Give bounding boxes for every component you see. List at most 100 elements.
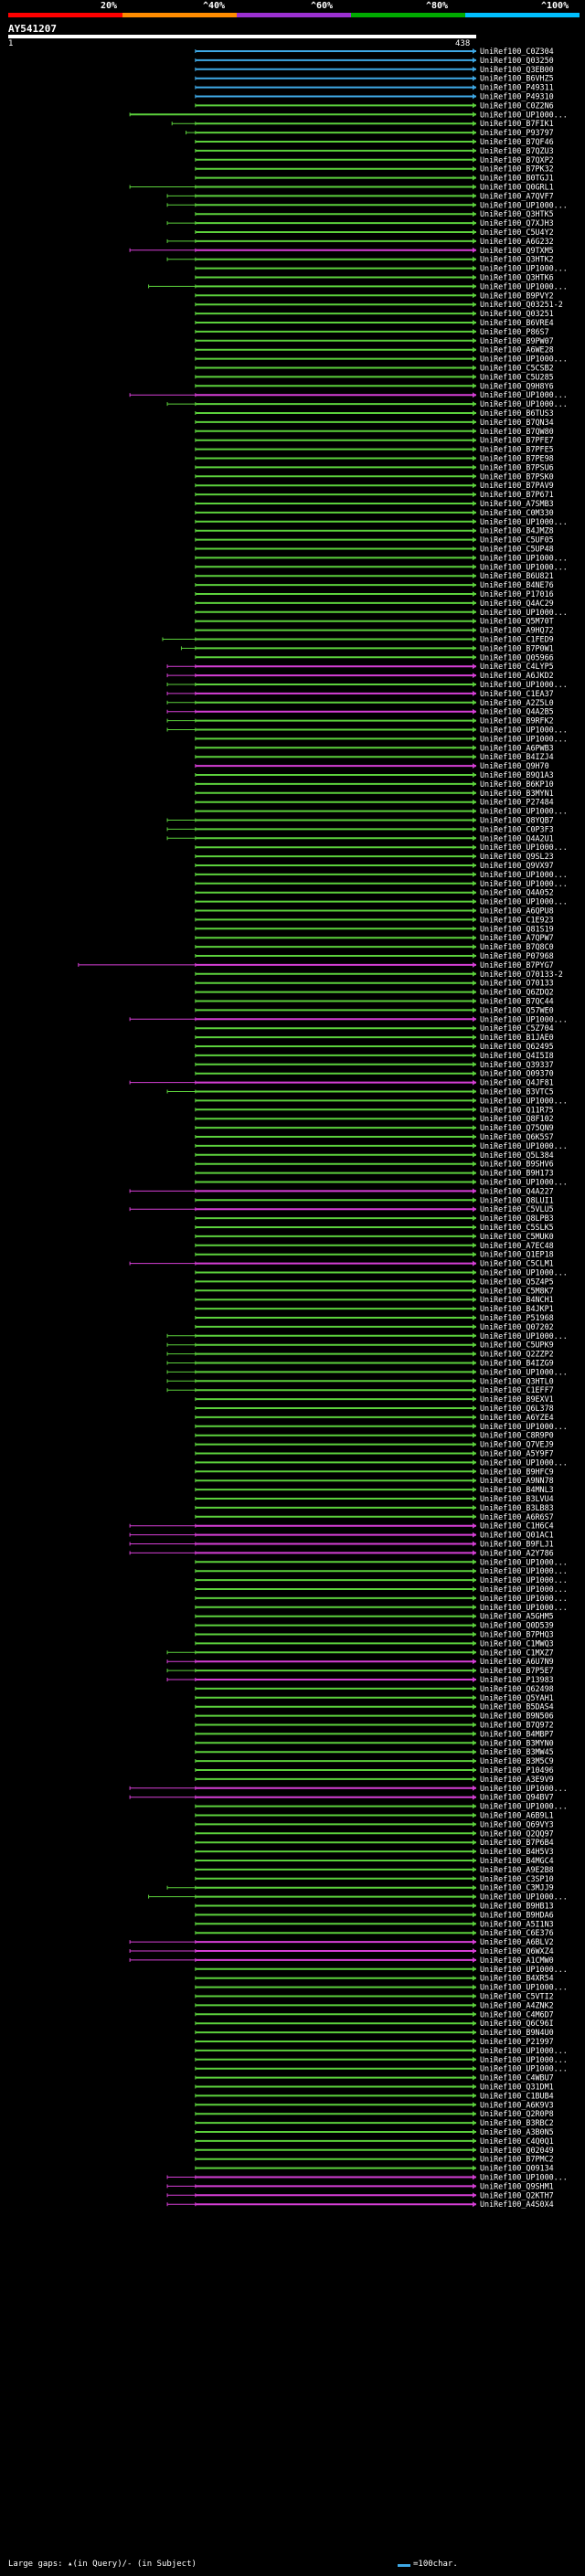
hit-label: UniRef100_B6VHZ5	[480, 74, 554, 83]
hit-label: UniRef100_C4M6D7	[480, 2009, 554, 2019]
hit-row: UniRef100_A6G232	[166, 237, 554, 246]
hit-label: UniRef100_B3MYN0	[480, 1738, 554, 1747]
hit-row: UniRef100_UP1000...	[166, 399, 568, 408]
hit-end-arrow	[473, 1912, 476, 1918]
hit-end-arrow	[473, 863, 476, 868]
hit-end-arrow	[473, 229, 476, 235]
hit-row: UniRef100_Q6ZDQ2	[195, 988, 554, 997]
hit-end-arrow	[473, 111, 476, 118]
hit-row: UniRef100_Q05966	[195, 652, 554, 662]
hit-row: UniRef100_B7QF46	[195, 137, 554, 146]
hit-row: UniRef100_UP1000...	[195, 2055, 568, 2064]
hit-label: UniRef100_B7PSU6	[480, 462, 554, 472]
hit-label: UniRef100_Q03250	[480, 56, 554, 65]
hit-label: UniRef100_Q5L384	[480, 1150, 554, 1160]
hit-row: UniRef100_B7PE98	[195, 454, 554, 463]
hit-row: UniRef100_C0Z304	[195, 47, 554, 56]
hit-label: UniRef100_Q01AC1	[480, 1531, 554, 1540]
hit-end-arrow	[473, 1269, 476, 1276]
hit-row: UniRef100_A5Y9F7	[195, 1449, 554, 1458]
hit-end-arrow	[473, 2174, 476, 2180]
hit-label: UniRef100_Q7XJH3	[480, 218, 554, 228]
hit-end-arrow	[473, 437, 476, 443]
hit-row: UniRef100_B4XR54	[195, 1974, 554, 1983]
hit-row: UniRef100_Q81S19	[195, 924, 554, 933]
hit-label: UniRef100_UP1000...	[480, 1141, 568, 1150]
hit-end-arrow	[473, 1369, 476, 1375]
hit-label: UniRef100_UP1000...	[480, 553, 568, 562]
hit-end-arrow	[473, 1396, 476, 1403]
hit-row: UniRef100_B3RBC2	[195, 2118, 554, 2127]
hit-end-arrow	[473, 989, 476, 995]
hit-end-arrow	[473, 736, 476, 742]
hit-end-arrow	[473, 817, 476, 823]
hit-row: UniRef100_Q4I5I8	[195, 1051, 554, 1060]
hit-label: UniRef100_Q4A2U1	[480, 833, 554, 843]
hit-label: UniRef100_Q2ZZP2	[480, 1350, 554, 1359]
footer-legend: Large gaps: ▴(in Query)/- (in Subject) =…	[8, 2560, 584, 2572]
hit-row: UniRef100_Q8LPB3	[195, 1214, 554, 1223]
hit-end-arrow	[473, 156, 476, 163]
hit-label: UniRef100_B4MGC4	[480, 1856, 554, 1865]
hit-end-arrow	[473, 247, 476, 253]
hit-label: UniRef100_C5VLU5	[480, 1204, 554, 1214]
hit-label: UniRef100_UP1000...	[480, 1802, 568, 1811]
hit-row: UniRef100_A9NN78	[195, 1476, 554, 1485]
hit-row: UniRef100_P93797	[186, 128, 554, 137]
hit-row: UniRef100_C6E376	[195, 1928, 554, 1937]
hit-row: UniRef100_Q2R0P8	[195, 2109, 554, 2118]
hit-end-arrow	[473, 961, 476, 968]
hit-end-arrow	[473, 673, 476, 679]
hit-label: UniRef100_C6E376	[480, 1928, 554, 1937]
hit-label: UniRef100_Q4A2B5	[480, 707, 554, 716]
hit-label: UniRef100_B9PW07	[480, 336, 554, 345]
hit-row: UniRef100_C5U4Y2	[195, 228, 554, 237]
hit-end-arrow	[473, 2156, 476, 2162]
hit-label: UniRef100_A6PWB3	[480, 743, 554, 752]
hit-end-arrow	[473, 1559, 476, 1565]
hit-end-arrow	[473, 311, 476, 317]
hit-label: UniRef100_UP1000...	[480, 1603, 568, 1612]
hit-end-arrow	[473, 1659, 476, 1665]
hit-row: UniRef100_Q8LUI1	[195, 1195, 554, 1204]
hit-label: UniRef100_A6QPU8	[480, 906, 554, 916]
hit-label: UniRef100_C5CSB2	[480, 364, 554, 373]
hit-row: UniRef100_C0M330	[195, 508, 554, 517]
hit-label: UniRef100_A3B0N5	[480, 2127, 554, 2136]
hit-row: UniRef100_UP1000...	[129, 1014, 568, 1023]
hit-label: UniRef100_A9NN78	[480, 1476, 554, 1485]
hit-end-arrow	[473, 1496, 476, 1501]
hit-label: UniRef100_C1MWQ3	[480, 1638, 554, 1648]
query-name: AY541207	[8, 23, 57, 35]
hit-label: UniRef100_P27484	[480, 798, 554, 807]
hit-label: UniRef100_C0Z2N6	[480, 101, 554, 110]
hit-end-arrow	[473, 1088, 476, 1095]
hit-label: UniRef100_B9H173	[480, 1169, 554, 1178]
hit-label: UniRef100_Q5Z4P5	[480, 1277, 554, 1286]
hit-end-arrow	[473, 1948, 476, 1954]
hit-row: UniRef100_UP1000...	[148, 1892, 568, 1902]
hit-row: UniRef100_Q07202	[195, 1322, 554, 1331]
hit-row: UniRef100_C1BUB4	[195, 2091, 554, 2100]
hit-row: UniRef100_P49311	[195, 83, 554, 92]
hit-end-arrow	[473, 2102, 476, 2108]
hit-row: UniRef100_B6VRE4	[195, 318, 554, 327]
hit-label: UniRef100_UP1000...	[480, 1892, 568, 1902]
hit-end-arrow	[473, 1803, 476, 1809]
hit-end-arrow	[473, 1956, 476, 1963]
hit-row: UniRef100_B7Q972	[195, 1721, 554, 1730]
hit-label: UniRef100_B4IZJ4	[480, 752, 554, 761]
hit-end-arrow	[473, 2011, 476, 2018]
hit-label: UniRef100_Q02049	[480, 2146, 554, 2155]
hit-label: UniRef100_Q9VX97	[480, 861, 554, 870]
hit-end-arrow	[473, 1731, 476, 1737]
hit-label: UniRef100_C1E923	[480, 915, 554, 924]
hit-row: UniRef100_A6PWB3	[195, 743, 554, 752]
hit-label: UniRef100_O70133-2	[480, 970, 563, 979]
hit-row: UniRef100_C8R9P0	[195, 1431, 554, 1440]
hit-label: UniRef100_UP1000...	[480, 726, 568, 735]
scale-text: =100char.	[413, 2560, 458, 2569]
hit-end-arrow	[473, 880, 476, 886]
hit-end-arrow	[473, 898, 476, 905]
hit-row: UniRef100_A6U7N9	[166, 1657, 554, 1666]
